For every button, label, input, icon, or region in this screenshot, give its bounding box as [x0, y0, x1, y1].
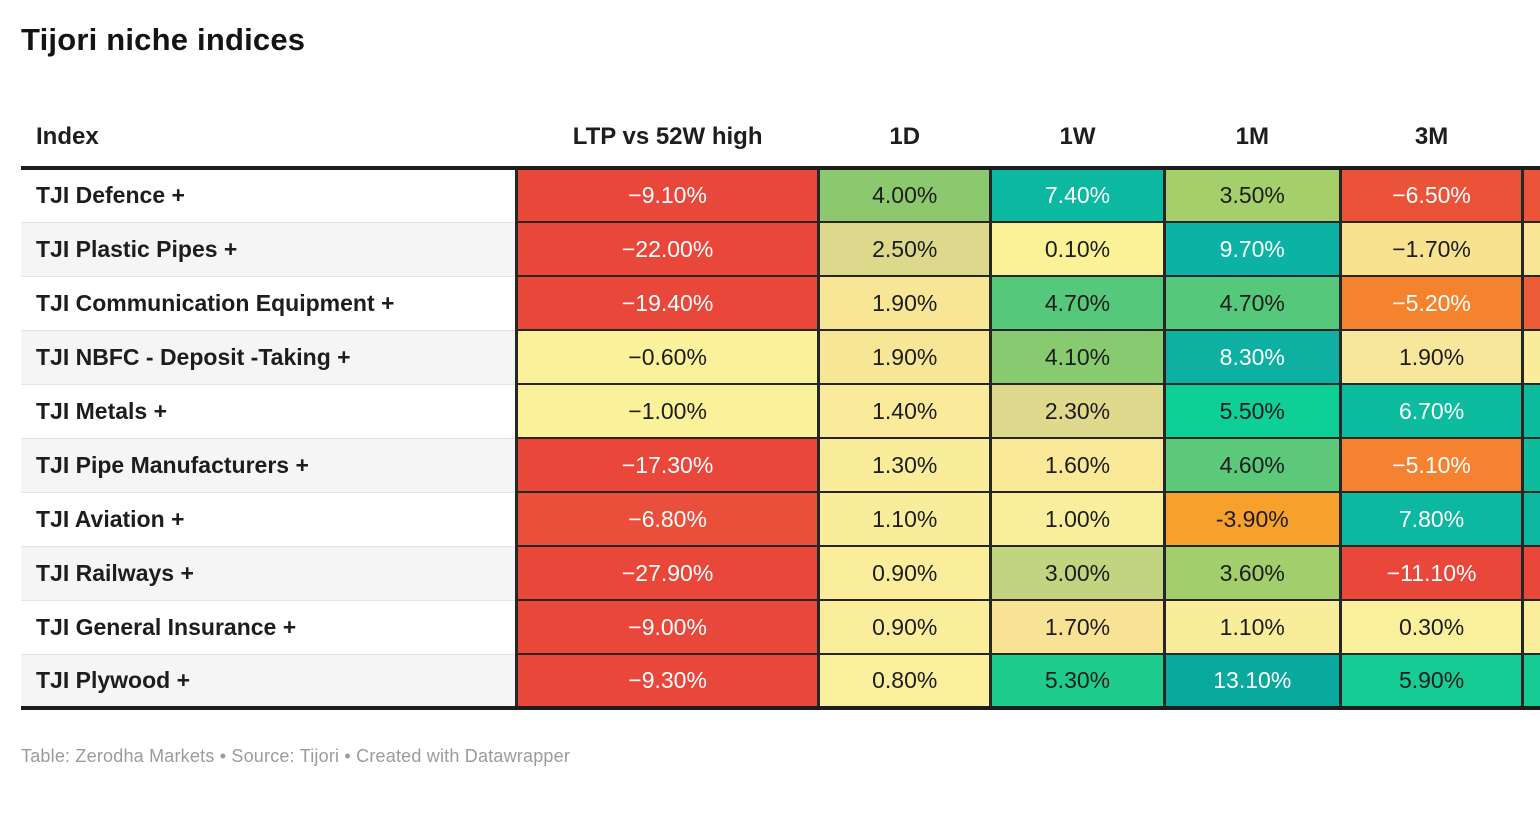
- page-title: Tijori niche indices: [21, 22, 306, 57]
- value-cell: 1.30%: [817, 437, 991, 492]
- cutoff-overflow-cell: [1521, 491, 1540, 546]
- cutoff-overflow-cell: [1521, 653, 1540, 708]
- value-cell: −9.10%: [514, 168, 819, 222]
- value-cell: −1.00%: [514, 383, 819, 438]
- value-cell: 5.30%: [989, 653, 1165, 708]
- column-header-1w[interactable]: 1W: [990, 108, 1165, 168]
- cutoff-overflow-cell: [1521, 168, 1540, 222]
- value-cell: 4.70%: [989, 275, 1165, 330]
- value-cell: 4.60%: [1162, 437, 1341, 492]
- attribution-footer: Table: Zerodha Markets • Source: Tijori …: [21, 746, 571, 766]
- value-cell: −5.10%: [1338, 437, 1523, 492]
- value-cell: 1.40%: [817, 383, 991, 438]
- header-row: Index LTP vs 52W high 1D 1W 1M 3M: [21, 108, 1540, 168]
- table-row: TJI Aviation + −6.80% 1.10% 1.00% -3.90% 7.80…: [21, 491, 1540, 546]
- value-cell: 3.60%: [1162, 545, 1341, 600]
- row-label[interactable]: TJI Communication Equipment +: [21, 275, 517, 330]
- row-label[interactable]: TJI Pipe Manufacturers +: [21, 437, 517, 492]
- value-cell: −11.10%: [1338, 545, 1523, 600]
- row-label[interactable]: TJI NBFC - Deposit -Taking +: [21, 329, 517, 384]
- row-label[interactable]: TJI Aviation +: [21, 491, 517, 546]
- column-header-overflow: [1522, 108, 1540, 168]
- table-row: TJI Communication Equipment + −19.40% 1.90…: [21, 275, 1540, 330]
- table-row: TJI General Insurance + −9.00% 0.90% 1.70% 1…: [21, 599, 1540, 654]
- row-label[interactable]: TJI Railways +: [21, 545, 517, 600]
- value-cell: −17.30%: [514, 437, 819, 492]
- value-cell: 1.60%: [989, 437, 1165, 492]
- value-cell: −1.70%: [1338, 221, 1523, 276]
- value-cell: 2.50%: [817, 221, 991, 276]
- value-cell: 1.90%: [817, 275, 991, 330]
- value-cell: 13.10%: [1162, 653, 1341, 708]
- table-body: TJI Defence + −9.10% 4.00% 7.40% 3.50% −6.50%…: [21, 168, 1540, 708]
- row-label[interactable]: TJI Defence +: [21, 168, 517, 222]
- column-header-ltp-vs-52w-high[interactable]: LTP vs 52W high: [516, 108, 819, 168]
- table-row: TJI NBFC - Deposit -Taking + −0.60% 1.90% 4…: [21, 329, 1540, 384]
- row-label[interactable]: TJI General Insurance +: [21, 599, 517, 654]
- value-cell: 0.90%: [817, 599, 991, 654]
- value-cell: 1.10%: [1162, 599, 1341, 654]
- cutoff-overflow-cell: [1521, 545, 1540, 600]
- value-cell: −5.20%: [1338, 275, 1523, 330]
- table-row: TJI Plastic Pipes + −22.00% 2.50% 0.10% 9.70…: [21, 221, 1540, 276]
- indices-table: Index LTP vs 52W high 1D 1W 1M 3M TJI De…: [21, 108, 1540, 710]
- value-cell: -3.90%: [1162, 491, 1341, 546]
- table-row: TJI Plywood + −9.30% 0.80% 5.30% 13.10% 5.90%: [21, 653, 1540, 708]
- value-cell: −9.00%: [514, 599, 819, 654]
- value-cell: −27.90%: [514, 545, 819, 600]
- table-row: TJI Defence + −9.10% 4.00% 7.40% 3.50% −6.50%: [21, 168, 1540, 222]
- value-cell: −9.30%: [514, 653, 819, 708]
- cutoff-overflow-cell: [1521, 599, 1540, 654]
- value-cell: −6.80%: [514, 491, 819, 546]
- value-cell: 4.70%: [1162, 275, 1341, 330]
- column-header-1d[interactable]: 1D: [818, 108, 991, 168]
- value-cell: 1.90%: [1338, 329, 1523, 384]
- value-cell: 3.00%: [989, 545, 1165, 600]
- cutoff-overflow-cell: [1521, 329, 1540, 384]
- value-cell: 9.70%: [1162, 221, 1341, 276]
- table-row: TJI Metals + −1.00% 1.40% 2.30% 5.50% 6.70%: [21, 383, 1540, 438]
- cutoff-overflow-cell: [1521, 275, 1540, 330]
- value-cell: 1.00%: [989, 491, 1165, 546]
- table-row: TJI Pipe Manufacturers + −17.30% 1.30% 1.60…: [21, 437, 1540, 492]
- column-header-index[interactable]: Index: [21, 108, 517, 168]
- value-cell: 1.70%: [989, 599, 1165, 654]
- row-label[interactable]: TJI Plywood +: [21, 653, 517, 708]
- value-cell: −22.00%: [514, 221, 819, 276]
- cutoff-overflow-cell: [1521, 221, 1540, 276]
- value-cell: 6.70%: [1338, 383, 1523, 438]
- value-cell: 4.00%: [817, 168, 991, 222]
- row-label[interactable]: TJI Metals +: [21, 383, 517, 438]
- value-cell: 1.10%: [817, 491, 991, 546]
- value-cell: 0.10%: [989, 221, 1165, 276]
- value-cell: 0.80%: [817, 653, 991, 708]
- value-cell: 0.90%: [817, 545, 991, 600]
- value-cell: 5.50%: [1162, 383, 1341, 438]
- table-header: Index LTP vs 52W high 1D 1W 1M 3M: [21, 108, 1540, 168]
- value-cell: 5.90%: [1338, 653, 1523, 708]
- value-cell: 4.10%: [989, 329, 1165, 384]
- value-cell: −0.60%: [514, 329, 819, 384]
- value-cell: 2.30%: [989, 383, 1165, 438]
- value-cell: 1.90%: [817, 329, 991, 384]
- cutoff-overflow-cell: [1521, 437, 1540, 492]
- row-label[interactable]: TJI Plastic Pipes +: [21, 221, 517, 276]
- cutoff-overflow-cell: [1521, 383, 1540, 438]
- value-cell: 0.30%: [1338, 599, 1523, 654]
- datawrapper-table-page: Tijori niche indices Index LTP vs 52W hi…: [0, 22, 1540, 832]
- column-header-1m[interactable]: 1M: [1164, 108, 1341, 168]
- value-cell: 7.40%: [989, 168, 1165, 222]
- value-cell: −19.40%: [514, 275, 819, 330]
- value-cell: 3.50%: [1162, 168, 1341, 222]
- column-header-3m[interactable]: 3M: [1340, 108, 1523, 168]
- value-cell: −6.50%: [1338, 168, 1523, 222]
- value-cell: 8.30%: [1162, 329, 1341, 384]
- value-cell: 7.80%: [1338, 491, 1523, 546]
- table-row: TJI Railways + −27.90% 0.90% 3.00% 3.60% −11.…: [21, 545, 1540, 600]
